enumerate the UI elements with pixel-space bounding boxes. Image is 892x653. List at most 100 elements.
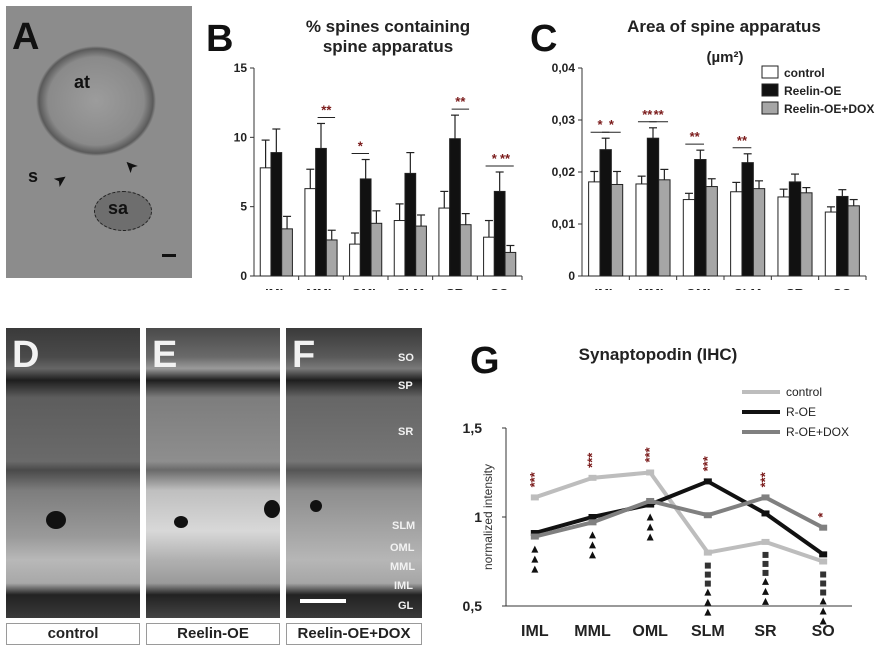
x-tick-label: IML <box>594 286 616 290</box>
layer-label-so: SO <box>398 352 414 364</box>
x-tick-label: OML <box>351 286 380 290</box>
legend-label: control <box>786 385 822 399</box>
spine-label: s <box>28 166 39 186</box>
blood-vessel <box>264 500 280 518</box>
bar <box>349 243 361 277</box>
triangle-marker <box>589 541 596 549</box>
x-tick-label: SO <box>812 623 835 640</box>
data-point <box>819 524 828 531</box>
chart-title: Synaptopodin (IHC) <box>579 345 738 364</box>
layer-label-sp: SP <box>398 380 413 392</box>
square-marker <box>762 560 769 567</box>
scale-bar <box>300 599 346 603</box>
x-tick-label: SLM <box>734 286 761 290</box>
chart-c-spine-apparatus-area: Area of spine apparatus 0 0,01 0,02 0,03 0,04… <box>552 17 875 290</box>
spine-apparatus-outline <box>94 191 152 231</box>
bar <box>393 220 406 277</box>
significance-stars: *** <box>758 471 773 487</box>
caption-f: Reelin-OE+DOX <box>286 623 422 645</box>
triangle-marker <box>589 531 596 539</box>
bar <box>281 228 293 277</box>
significance-stars: *** <box>700 455 715 471</box>
y-axis-label: normalized intensity <box>481 464 495 570</box>
triangle-marker <box>531 565 539 573</box>
x-tick-label: IML <box>521 623 549 640</box>
data-point <box>588 514 597 520</box>
triangle-marker <box>531 545 539 553</box>
panel-letter-a: A <box>12 16 40 58</box>
legend-swatch <box>761 101 779 115</box>
layer-label-gl: GL <box>398 600 414 612</box>
triangle-marker <box>762 577 769 585</box>
triangle-marker <box>762 587 769 595</box>
bar <box>325 239 338 277</box>
triangle-marker <box>531 555 539 563</box>
significance-label: * <box>358 139 364 154</box>
data-point <box>646 501 655 508</box>
bar <box>658 179 671 277</box>
panel-letter-e: E <box>152 334 178 376</box>
significance-label: * <box>597 117 603 132</box>
legend-label: control <box>784 66 825 80</box>
legend-label: R-OE <box>786 405 816 419</box>
panel-letter-b: B <box>206 18 234 60</box>
significance-label: ** <box>737 133 748 148</box>
legend-swatch <box>761 65 779 79</box>
triangle-marker <box>819 607 827 615</box>
chart-title: Area of spine apparatus <box>627 17 821 36</box>
bar <box>646 137 660 277</box>
bar <box>610 183 624 277</box>
square-marker <box>704 580 711 587</box>
y-tick-label: 0,02 <box>552 165 576 179</box>
square-marker <box>820 571 827 578</box>
y-tick-label: 0,04 <box>552 61 576 75</box>
bar <box>449 138 461 277</box>
y-tick-label: 0,01 <box>552 217 576 231</box>
axon-terminal-label: at <box>74 72 91 92</box>
data-point <box>588 519 597 526</box>
x-tick-label: MML <box>638 286 668 290</box>
y-tick-label: 0,03 <box>552 113 576 127</box>
x-tick-label: SO <box>833 286 852 290</box>
bar <box>752 188 766 277</box>
bar <box>705 186 718 277</box>
bar <box>415 225 427 277</box>
data-point <box>703 549 712 556</box>
micrograph-a: A at s sa ➤ ➤ <box>6 6 192 278</box>
panel-letter-d: D <box>12 334 40 376</box>
bar <box>682 199 696 277</box>
bar <box>800 192 813 277</box>
panel-letter-f: F <box>292 334 316 376</box>
y-tick-label: 15 <box>234 61 248 75</box>
bar <box>259 167 272 277</box>
bar <box>741 162 754 277</box>
series-line <box>534 470 824 564</box>
significance-label: ** <box>690 129 701 144</box>
square-marker <box>762 551 769 558</box>
bar <box>304 188 317 277</box>
legend-swatch <box>761 83 779 97</box>
significance-stars: *** <box>642 446 657 462</box>
panel-letter-c: C <box>530 18 558 60</box>
data-point <box>530 494 539 501</box>
data-point <box>530 530 539 537</box>
triangle-marker <box>819 617 827 625</box>
data-point <box>761 494 770 501</box>
y-tick-label: 5 <box>240 200 247 214</box>
square-marker <box>820 580 827 587</box>
x-tick-label: MML <box>574 623 611 640</box>
triangle-marker <box>646 533 654 541</box>
image-f: F SO SP SR SLM OML MML IML GL <box>286 328 422 618</box>
spine-apparatus-label: sa <box>108 198 129 218</box>
blood-vessel <box>174 516 188 528</box>
triangle-marker <box>819 597 827 605</box>
y-tick-label: 1,5 <box>463 420 483 436</box>
significance-stars: * <box>815 512 830 518</box>
chart-unit-label: (µm²) <box>707 49 744 66</box>
square-marker <box>762 569 769 576</box>
triangle-marker <box>646 523 654 531</box>
bar <box>599 149 612 277</box>
image-d: D <box>6 328 140 618</box>
data-point <box>703 512 712 519</box>
y-tick-label: 0,5 <box>463 598 483 614</box>
